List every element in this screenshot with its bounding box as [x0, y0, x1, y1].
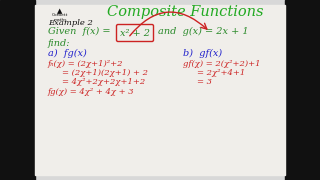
Text: = (2χ+1)(2χ+1) + 2: = (2χ+1)(2χ+1) + 2 — [62, 69, 148, 77]
Text: Corbett
maths: Corbett maths — [52, 13, 68, 22]
Bar — [35, 5, 285, 175]
Text: Example 2: Example 2 — [48, 19, 93, 27]
Text: and  g(x) = 2x + 1: and g(x) = 2x + 1 — [158, 27, 249, 36]
Text: gf(χ) = 2(χ²+2)+1: gf(χ) = 2(χ²+2)+1 — [183, 60, 260, 68]
Bar — [0, 0, 35, 180]
Text: find:: find: — [48, 39, 70, 48]
Text: a)  fg(x): a) fg(x) — [48, 49, 87, 58]
Text: Composite Functions: Composite Functions — [107, 5, 263, 19]
Text: b)  gf(x): b) gf(x) — [183, 49, 222, 58]
Text: = 2χ²+4+1: = 2χ²+4+1 — [197, 69, 245, 77]
FancyBboxPatch shape — [116, 24, 154, 42]
Text: = 4χ²+2χ+2χ+1+2: = 4χ²+2χ+2χ+1+2 — [62, 78, 145, 86]
Text: fₙ(χ) = (2χ+1)²+2: fₙ(χ) = (2χ+1)²+2 — [48, 60, 124, 68]
Bar — [285, 0, 320, 180]
Text: Given  f(x) =: Given f(x) = — [48, 27, 110, 36]
Text: ▲: ▲ — [57, 8, 63, 14]
Text: = 3: = 3 — [197, 78, 212, 86]
Text: fg(χ) = 4χ² + 4χ + 3: fg(χ) = 4χ² + 4χ + 3 — [48, 88, 135, 96]
Text: x² + 2: x² + 2 — [120, 28, 150, 37]
